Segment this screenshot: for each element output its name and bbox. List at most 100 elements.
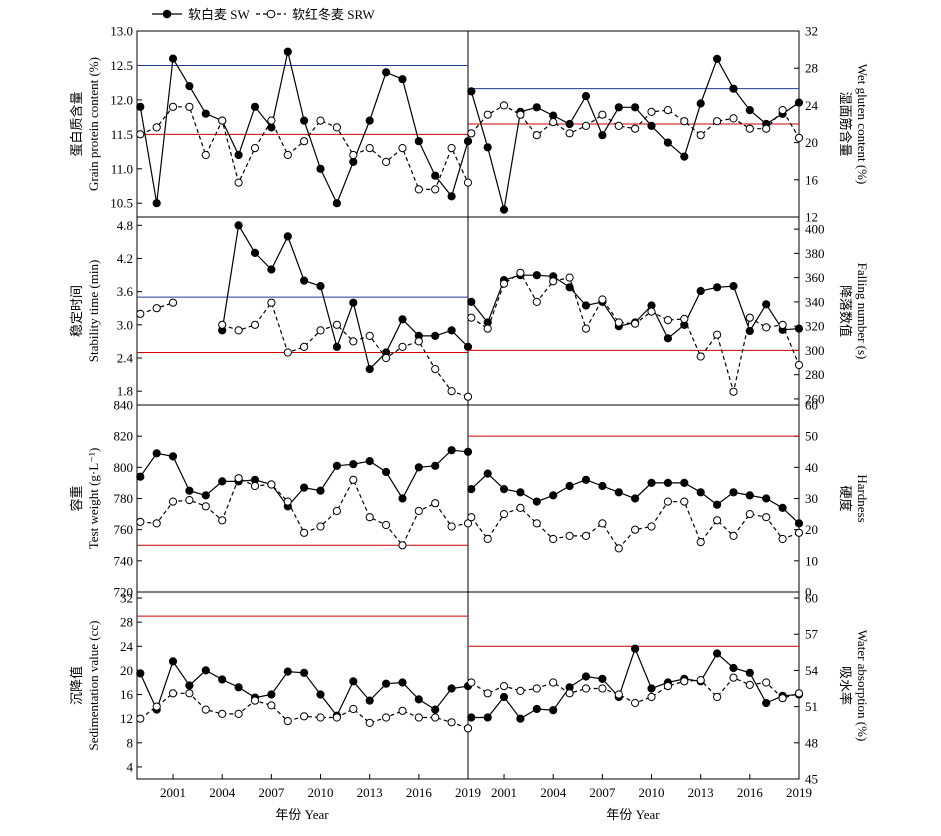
stability-srw-point [283,348,292,357]
stability-ylabel-cn: 稳定时间 [69,285,84,337]
protein-sw-point [382,68,391,77]
hardness-srw-point [794,528,804,537]
protein-sw-point [365,116,374,125]
falling-ytick-label: 360 [805,270,825,285]
sedimentation-srw-point [332,713,341,722]
hardness-sw-point [614,488,623,497]
testweight-srw-point [349,475,358,484]
x-tick-label-left: 2013 [357,785,383,800]
water-ytick-label: 54 [805,663,819,678]
testweight-ytick-label: 740 [114,553,134,568]
gluten-sw-point [581,92,591,101]
gluten-sw-point [532,103,541,112]
gluten-sw-point [598,131,607,140]
hardness-sw-point [532,497,541,506]
hardness-ytick-label: 20 [805,522,818,537]
falling-sw-point [713,283,722,292]
water-sw-point [729,663,738,673]
x-tick-label-right: 2019 [786,785,812,800]
water-ytick-label: 48 [805,735,818,750]
protein-sw-line [139,51,469,205]
stability-ylabel-en: Stability time (min) [86,260,101,363]
falling-ytick-label: 300 [805,343,825,358]
testweight-sw-point [349,460,358,469]
hardness-srw-point [549,534,558,544]
water-srw-point [647,692,656,702]
x-axis-titles: 年份 Year 年份 Year [275,807,660,822]
falling-ytick-label: 340 [805,294,825,309]
gluten-ytick-label: 28 [805,61,818,76]
protein-ylabel-cn: 蛋白质含量 [69,91,84,156]
stability-sw-point [283,232,292,241]
protein-sw-point [316,164,325,173]
water-srw-point [794,689,804,698]
protein-sw-point [463,137,473,146]
hardness-srw-point [581,531,591,541]
sedimentation-ytick-label: 4 [127,759,134,774]
water-srw-point [516,686,525,696]
sedimentation-ytick-label: 16 [120,687,134,702]
stability-srw-point [234,326,243,335]
hardness-sw-point [696,488,705,497]
gluten-sw-point [647,121,656,131]
sedimentation-srw-point [463,724,473,733]
testweight-sw-point [316,486,325,495]
falling-sw-point [745,326,754,336]
water-sw-point [581,672,591,681]
sedimentation-srw-point [300,712,309,721]
testweight-srw-point [250,481,260,491]
hardness-srw-point [614,544,623,553]
protein-srw-point [250,144,260,153]
hardness-ylabel-cn: 硬度 [838,485,853,511]
testweight-srw-point [185,496,194,505]
hardness-sw-point [467,485,476,494]
protein-srw-point [168,102,178,111]
gluten-srw-point [729,114,738,123]
x-tick-label-left: 2004 [209,785,236,800]
x-tick-label-left: 2019 [455,785,481,800]
gluten-srw-point [647,107,656,117]
sedimentation-ytick-label: 28 [120,615,133,630]
gluten-srw-point [598,110,607,119]
sedimentation-srw-point [218,709,227,719]
protein-sw-point [234,150,243,160]
water-sw-point [499,692,509,702]
testweight-sw-point [447,446,456,455]
water-srw-point [745,680,754,690]
falling-sw-point [565,283,574,292]
hardness-srw-point [647,522,656,531]
protein-ylabel-en: Grain protein content (%) [86,57,101,191]
protein-sw-point [398,75,407,84]
testweight-sw-point [463,447,473,456]
legend-sw-label: 软白麦 SW [188,7,250,22]
hardness-ylabel-en: Hardness [855,474,870,522]
gluten-ylabel-en: Wet gluten content (%) [855,64,870,185]
water-sw-point [631,644,640,653]
hardness-srw-line [470,501,800,550]
sedimentation-sw-point [349,677,358,686]
sedimentation-sw-point [447,684,456,693]
x-tick-label-right: 2016 [737,785,764,800]
falling-srw-point [713,330,722,339]
stability-sw-point [267,265,276,274]
testweight-srw-point [300,528,309,537]
water-sw-point [549,706,558,715]
testweight-sw-point [300,483,309,492]
gluten-srw-point [794,133,804,142]
x-tick-label-left: 2001 [160,785,186,800]
hardness-srw-point [745,509,754,519]
protein-srw-point [398,144,407,153]
testweight-ytick-label: 780 [114,491,134,506]
stability-srw-point [300,342,309,351]
sedimentation-srw-point [267,701,276,710]
hardness-srw-point [483,534,492,544]
stability-srw-line [222,301,469,398]
gluten-sw-point [499,205,509,214]
x-axis-title-left: 年份 Year [275,807,329,822]
falling-srw-point [549,277,558,286]
protein-sw-point [349,157,358,166]
hardness-srw-point [762,513,771,522]
falling-srw-point [467,313,476,322]
sedimentation-sw-point [300,668,309,677]
